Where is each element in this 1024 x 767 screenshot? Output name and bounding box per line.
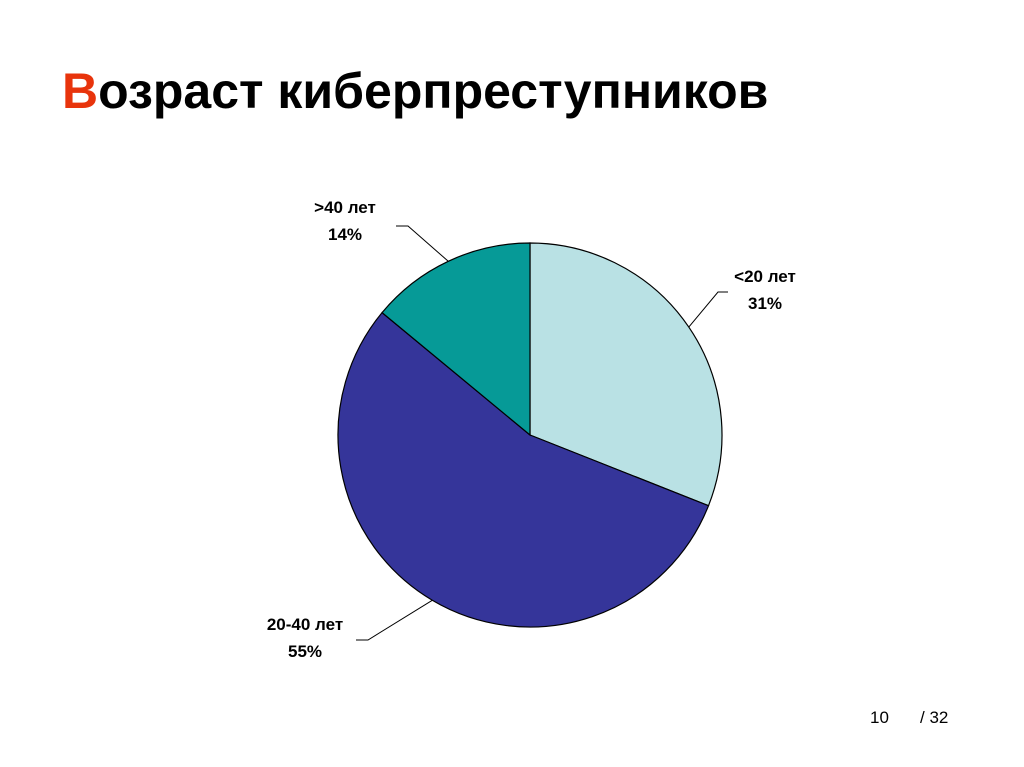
slide-title: Возраст киберпреступников [62,63,769,119]
slice-label: >40 лет [314,198,376,217]
leader-line [688,291,728,328]
slice-value-label: 14% [328,225,362,244]
pie-slice [337,311,710,628]
page-number: 10 [870,708,889,727]
leader-line [396,225,449,262]
slice-label: <20 лет [734,267,796,286]
slice-label: 20-40 лет [267,615,343,634]
pie-slice [381,242,531,437]
leader-line [356,599,433,641]
page-total: / 32 [920,708,949,727]
pie-slice [529,242,723,507]
slice-value-label: 55% [288,642,322,661]
slice-value-label: 31% [748,294,782,313]
